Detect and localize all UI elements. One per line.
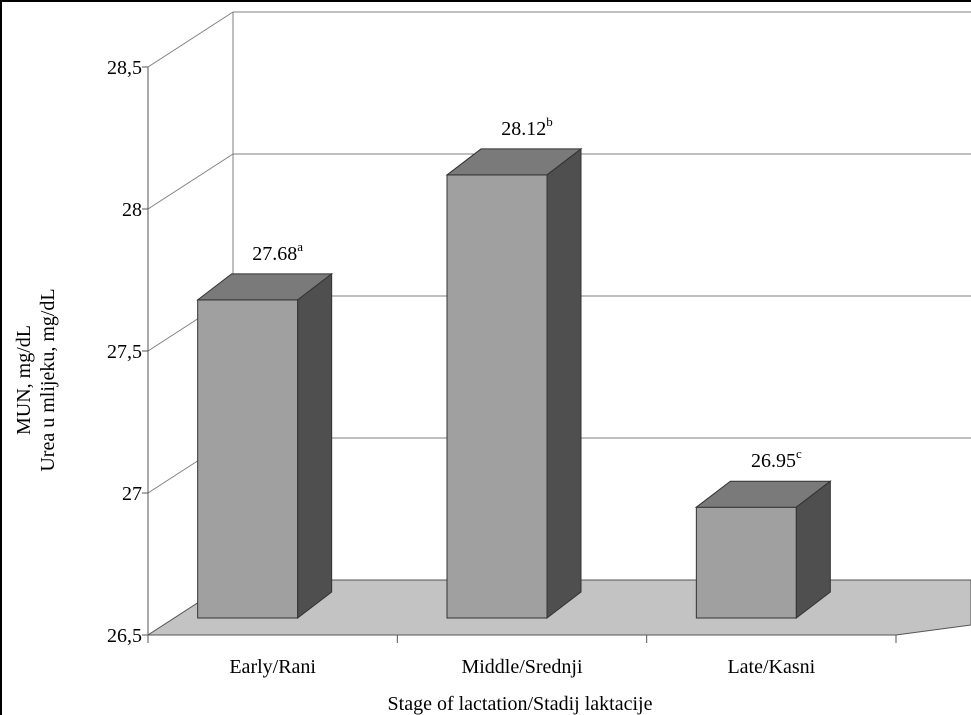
data-label: 28.12b xyxy=(501,114,553,140)
gridline-diagonal xyxy=(147,153,234,210)
x-category-label: Early/Rani xyxy=(229,656,316,678)
data-label: 27.68a xyxy=(252,239,303,265)
bar-front xyxy=(197,299,299,619)
x-category-label: Middle/Srednji xyxy=(461,656,583,678)
gridline-diagonal xyxy=(147,11,234,68)
y-axis-title-line-1: MUN, mg/dL xyxy=(13,325,35,435)
bar-side xyxy=(795,480,831,620)
y-axis-title: MUN, mg/dL Urea u mlijeku, mg/dL xyxy=(13,288,59,471)
x-category-label: Late/Kasni xyxy=(727,656,815,678)
data-label: 26.95c xyxy=(751,446,802,472)
bar xyxy=(196,272,334,620)
y-tick-label: 27 xyxy=(122,483,142,505)
y-axis-title-line-2: Urea u mlijeku, mg/dL xyxy=(37,288,59,471)
bar-front xyxy=(446,174,548,619)
bar xyxy=(445,147,583,620)
x-axis-title: Stage of lactation/Stadij laktacije xyxy=(388,693,653,715)
bar-front xyxy=(695,506,797,619)
bar-side xyxy=(297,272,333,620)
bar xyxy=(694,480,832,620)
y-tick-label: 28,5 xyxy=(107,57,142,79)
bar-side xyxy=(546,147,582,620)
y-tick-label: 28 xyxy=(122,199,142,221)
y-tick-label: 27,5 xyxy=(107,341,142,363)
y-tick-label: 26,5 xyxy=(107,625,142,647)
